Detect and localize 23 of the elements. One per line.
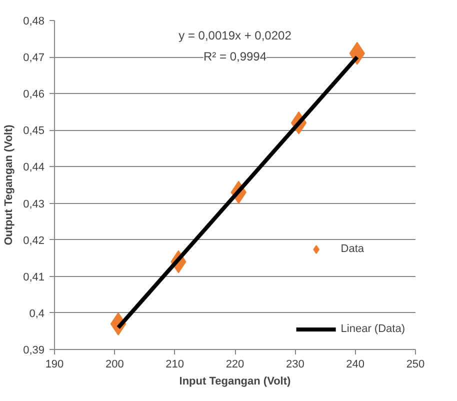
legend-label: Linear (Data) (340, 323, 405, 335)
annotation: y = 0,0019x + 0,0202 (178, 28, 292, 42)
x-tick-label: 190 (45, 358, 64, 370)
x-tick-label: 200 (105, 358, 124, 370)
y-tick-label: 0,43 (23, 198, 45, 210)
y-tick-label: 0,46 (23, 88, 45, 101)
y-tick-label: 0,48 (23, 16, 45, 28)
x-axis-title: Input Tegangan (Volt) (179, 376, 292, 388)
y-tick-label: 0,39 (23, 344, 45, 356)
x-tick-label: 230 (286, 358, 304, 370)
y-tick-label: 0,47 (23, 52, 45, 64)
y-tick-label: 0,41 (23, 271, 45, 284)
y-tick-label: 0,44 (23, 162, 45, 174)
y-tick-label: 0,42 (23, 234, 45, 247)
x-tick-label: 240 (346, 358, 365, 370)
x-tick-label: 210 (166, 358, 184, 370)
y-tick-label: 0,45 (23, 125, 45, 138)
legend-label: Data (340, 243, 364, 255)
y-axis-title: Output Tegangan (Volt) (3, 124, 16, 246)
y-tick-label: 0,4 (29, 308, 45, 320)
x-tick-label: 220 (226, 358, 244, 370)
annotation: R² = 0,9994 (203, 50, 267, 64)
x-tick-label: 250 (406, 358, 425, 370)
